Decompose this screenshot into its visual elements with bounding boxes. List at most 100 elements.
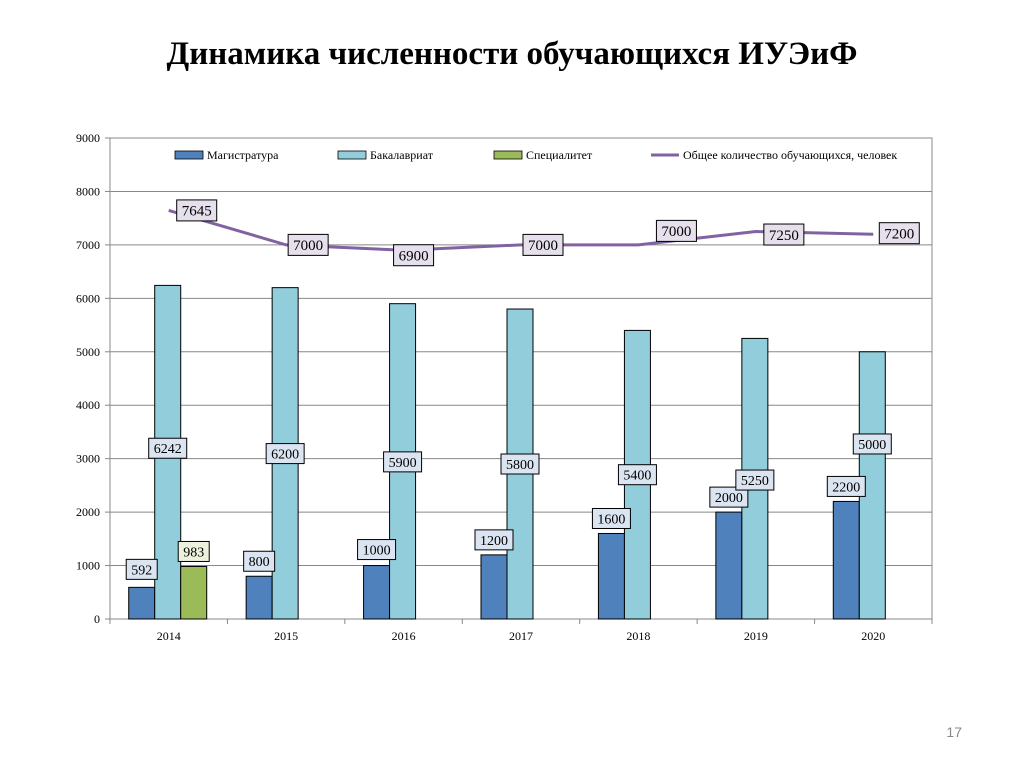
x-tick-label-2018: 2018 — [626, 629, 650, 643]
x-tick-label-2017: 2017 — [509, 629, 533, 643]
data-label-бакалавриат-2015-box — [265, 443, 305, 465]
y-tick-label-3000: 3000 — [76, 452, 100, 466]
data-label-магистратура-2017-box — [474, 529, 514, 551]
legend-item-магистратура: Магистратура — [174, 148, 279, 162]
x-tick-label-2019: 2019 — [744, 629, 768, 643]
data-label-total-2019-text: 7250 — [769, 228, 799, 244]
data-label-магистратура-2020-box — [826, 475, 866, 497]
data-label-магистратура-2017: 1200 — [474, 529, 514, 551]
data-label-магистратура-2018-box — [591, 507, 631, 529]
data-label-total-2017: 7000 — [522, 233, 564, 256]
data-label-total-2018-box — [655, 219, 697, 242]
legend-label: Бакалавриат — [370, 148, 434, 162]
data-label-магистратура-2016-box — [357, 539, 397, 561]
data-label-магистратура-2019-text: 2000 — [715, 491, 743, 506]
bar-магистратура-2014 — [128, 586, 156, 620]
data-label-бакалавриат-2016-box — [383, 451, 423, 473]
data-label-магистратура-2016: 1000 — [357, 539, 397, 561]
slide-title: Динамика численности обучающихся ИУЭиФ — [166, 36, 858, 72]
legend-label: Специалитет — [526, 148, 593, 162]
data-label-бакалавриат-2017: 5800 — [500, 453, 540, 475]
data-label-total-2015-box — [287, 233, 329, 256]
y-tick-label-4000: 4000 — [76, 398, 100, 412]
data-label-total-2015-text: 7000 — [293, 238, 323, 254]
data-label-магистратура-2019: 2000 — [709, 486, 749, 508]
y-tick-label-5000: 5000 — [76, 345, 100, 359]
data-label-бакалавриат-2019-box — [735, 469, 775, 491]
x-tick-label-2020: 2020 — [861, 629, 885, 643]
y-tick-label-2000: 2000 — [76, 505, 100, 519]
data-label-бакалавриат-2015: 6200 — [265, 443, 305, 465]
y-tick-label-8000: 8000 — [76, 184, 100, 198]
y-tick-label-0: 0 — [94, 612, 100, 626]
data-label-магистратура-2019-box — [709, 486, 749, 508]
data-label-бакалавриат-2020-text: 5000 — [858, 438, 886, 453]
data-label-бакалавриат-2017-box — [500, 453, 540, 475]
data-label-бакалавриат-2015-text: 6200 — [271, 447, 299, 462]
legend-label: Общее количество обучающихся, человек — [683, 148, 897, 162]
data-label-total-2019-box — [763, 223, 805, 246]
data-label-магистратура-2015-text: 800 — [249, 555, 270, 570]
data-label-total-2017-box — [522, 233, 564, 256]
data-label-total-2020-box — [878, 222, 920, 245]
data-label-total-2015: 7000 — [287, 233, 329, 256]
data-label-специалитет-2014: 983 — [177, 540, 210, 562]
bar-магистратура-2015 — [245, 575, 273, 620]
data-label-бакалавриат-2014-text: 6242 — [154, 442, 182, 457]
data-label-магистратура-2016-text: 1000 — [363, 543, 391, 558]
data-label-магистратура-2014: 592 — [125, 558, 158, 580]
data-label-бакалавриат-2018-text: 5400 — [623, 469, 651, 484]
data-label-бакалавриат-2017-text: 5800 — [506, 458, 534, 473]
y-tick-label-9000: 9000 — [76, 131, 100, 145]
bar-магистратура-2018 — [597, 532, 625, 620]
data-label-бакалавриат-2020: 5000 — [852, 433, 892, 455]
data-label-total-2014-box — [176, 199, 218, 222]
data-label-total-2018: 7000 — [655, 219, 697, 242]
data-label-total-2016-text: 6900 — [399, 248, 429, 264]
data-label-total-2020: 7200 — [878, 222, 920, 245]
data-label-total-2018-text: 7000 — [661, 224, 691, 240]
legend-swatch — [174, 150, 204, 160]
data-label-total-2020-text: 7200 — [884, 226, 914, 242]
data-label-магистратура-2018-text: 1600 — [597, 512, 625, 527]
legend-item-общее-количество-обучающихся-человек: Общее количество обучающихся, человек — [651, 148, 897, 162]
data-label-магистратура-2015: 800 — [243, 550, 276, 572]
x-tick-label-2015: 2015 — [274, 629, 298, 643]
data-label-бакалавриат-2019-text: 5250 — [741, 474, 769, 489]
legend-item-специалитет: Специалитет — [493, 148, 593, 162]
data-label-магистратура-2014-box — [125, 558, 158, 580]
data-label-магистратура-2018: 1600 — [591, 507, 631, 529]
y-tick-label-1000: 1000 — [76, 559, 100, 573]
bar-магистратура-2020 — [832, 500, 860, 620]
data-label-магистратура-2017-text: 1200 — [480, 534, 508, 549]
data-label-бакалавриат-2020-box — [852, 433, 892, 455]
data-label-total-2014-text: 7645 — [182, 204, 212, 220]
data-label-бакалавриат-2019: 5250 — [735, 469, 775, 491]
data-label-total-2019: 7250 — [763, 223, 805, 246]
data-label-специалитет-2014-box — [177, 540, 210, 562]
data-label-total-2014: 7645 — [176, 199, 218, 222]
bar-магистратура-2016 — [363, 565, 391, 620]
data-label-total-2017-text: 7000 — [528, 238, 558, 254]
legend-swatch — [337, 150, 367, 160]
x-tick-label-2016: 2016 — [392, 629, 416, 643]
data-label-бакалавриат-2014-box — [148, 437, 188, 459]
data-label-total-2016: 6900 — [393, 244, 435, 267]
legend-item-бакалавриат: Бакалавриат — [337, 148, 434, 162]
bar-магистратура-2017 — [480, 554, 508, 620]
line-общее-количество-обучающихся-человек — [168, 208, 874, 252]
data-label-магистратура-2020-text: 2200 — [832, 480, 860, 495]
x-tick-label-2014: 2014 — [157, 629, 181, 643]
data-label-магистратура-2014-text: 592 — [131, 563, 152, 578]
y-tick-label-7000: 7000 — [76, 238, 100, 252]
legend-swatch — [493, 150, 523, 160]
data-label-бакалавриат-2016: 5900 — [383, 451, 423, 473]
data-label-бакалавриат-2018-box — [617, 464, 657, 486]
bar-магистратура-2019 — [715, 511, 743, 620]
legend-label: Магистратура — [207, 148, 279, 162]
data-label-бакалавриат-2014: 6242 — [148, 437, 188, 459]
data-label-специалитет-2014-text: 983 — [183, 545, 204, 560]
data-label-бакалавриат-2016-text: 5900 — [389, 456, 417, 471]
data-label-бакалавриат-2018: 5400 — [617, 464, 657, 486]
